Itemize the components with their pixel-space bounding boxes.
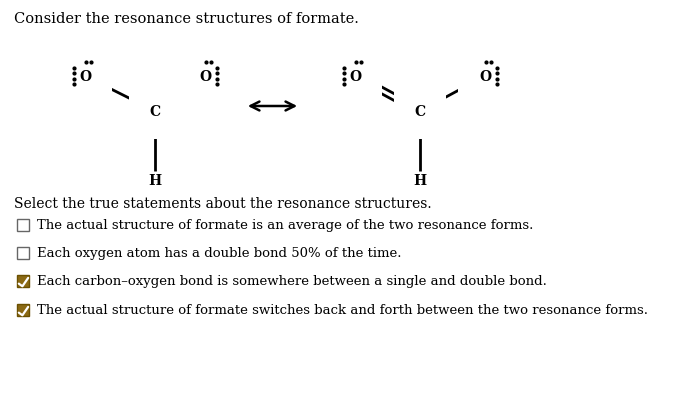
Text: O: O	[479, 70, 491, 84]
Bar	[17, 275, 29, 287]
Text: Each carbon–oxygen bond is somewhere between a single and double bond.: Each carbon–oxygen bond is somewhere bet…	[37, 275, 547, 288]
Text: O: O	[199, 70, 211, 84]
Bar	[17, 247, 29, 259]
Bar	[17, 304, 29, 316]
Text: Each oxygen atom has a double bond 50% of the time.: Each oxygen atom has a double bond 50% o…	[37, 247, 402, 260]
Text: Select the true statements about the resonance structures.: Select the true statements about the res…	[14, 196, 432, 211]
Text: The actual structure of formate is an average of the two resonance forms.: The actual structure of formate is an av…	[37, 219, 533, 232]
Text: −: −	[95, 48, 105, 61]
Text: C: C	[414, 105, 426, 119]
Text: The actual structure of formate switches back and forth between the two resonanc: The actual structure of formate switches…	[37, 304, 648, 317]
Text: O: O	[349, 70, 361, 84]
Text: −: −	[497, 48, 507, 61]
Text: H: H	[148, 174, 162, 188]
Bar	[17, 219, 29, 231]
Text: C: C	[149, 105, 160, 119]
Text: O: O	[79, 70, 91, 84]
Text: H: H	[414, 174, 426, 188]
Text: Consider the resonance structures of formate.: Consider the resonance structures of for…	[14, 12, 359, 26]
